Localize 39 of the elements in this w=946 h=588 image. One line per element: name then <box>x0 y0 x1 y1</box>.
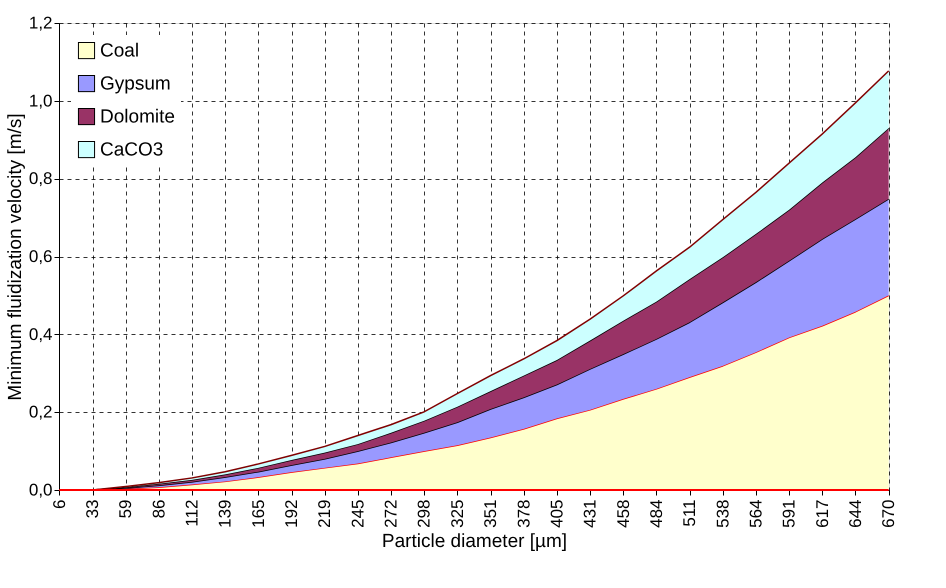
x-tick-label: 6 <box>50 500 69 509</box>
x-tick-label: 617 <box>812 500 832 528</box>
x-tick-label: 33 <box>83 500 102 518</box>
x-tick-label: 351 <box>481 500 500 528</box>
x-tick-label: 139 <box>216 500 235 528</box>
x-tick-label: 112 <box>182 500 202 527</box>
x-tick-label: 538 <box>713 500 732 528</box>
x-tick-label: 484 <box>646 500 666 528</box>
y-tick-label: 0,0 <box>28 480 52 500</box>
y-tick-label: 0,2 <box>28 402 52 422</box>
x-axis-title: Particle diameter [µm] <box>382 530 568 552</box>
x-tick-label: 378 <box>514 500 534 528</box>
legend-label: Dolomite <box>100 106 175 128</box>
x-tick-label: 670 <box>879 500 898 528</box>
legend-label: CaCO3 <box>100 140 164 160</box>
x-tick-label: 405 <box>547 500 566 528</box>
x-tick-label: 86 <box>149 500 168 518</box>
x-tick-label: 511 <box>680 500 700 527</box>
x-tick-label: 458 <box>614 500 633 528</box>
x-tick-label: 431 <box>580 500 600 528</box>
x-tick-label: 245 <box>348 500 368 528</box>
x-tick-label: 644 <box>846 500 865 528</box>
x-tick-label: 219 <box>315 500 334 528</box>
x-tick-label: 591 <box>780 500 799 528</box>
x-tick-label: 272 <box>382 500 401 528</box>
x-tick-label: 192 <box>282 500 302 528</box>
x-tick-label: 325 <box>448 500 467 528</box>
y-tick-label: 0,4 <box>28 324 52 344</box>
y-tick-label: 1,2 <box>28 14 52 32</box>
y-axis-title: Minimum fluidization velocity [m/s] <box>4 113 26 401</box>
y-tick-label: 0,6 <box>28 247 52 266</box>
x-tick-label: 59 <box>116 500 136 518</box>
legend-label: Coal <box>100 40 140 62</box>
x-tick-label: 298 <box>414 500 434 528</box>
x-tick-label: 165 <box>248 500 268 528</box>
y-tick-label: 1,0 <box>28 91 52 110</box>
legend-label: Gypsum <box>100 74 171 94</box>
x-tick-label: 564 <box>746 500 766 528</box>
y-tick-label: 0,8 <box>28 169 52 188</box>
